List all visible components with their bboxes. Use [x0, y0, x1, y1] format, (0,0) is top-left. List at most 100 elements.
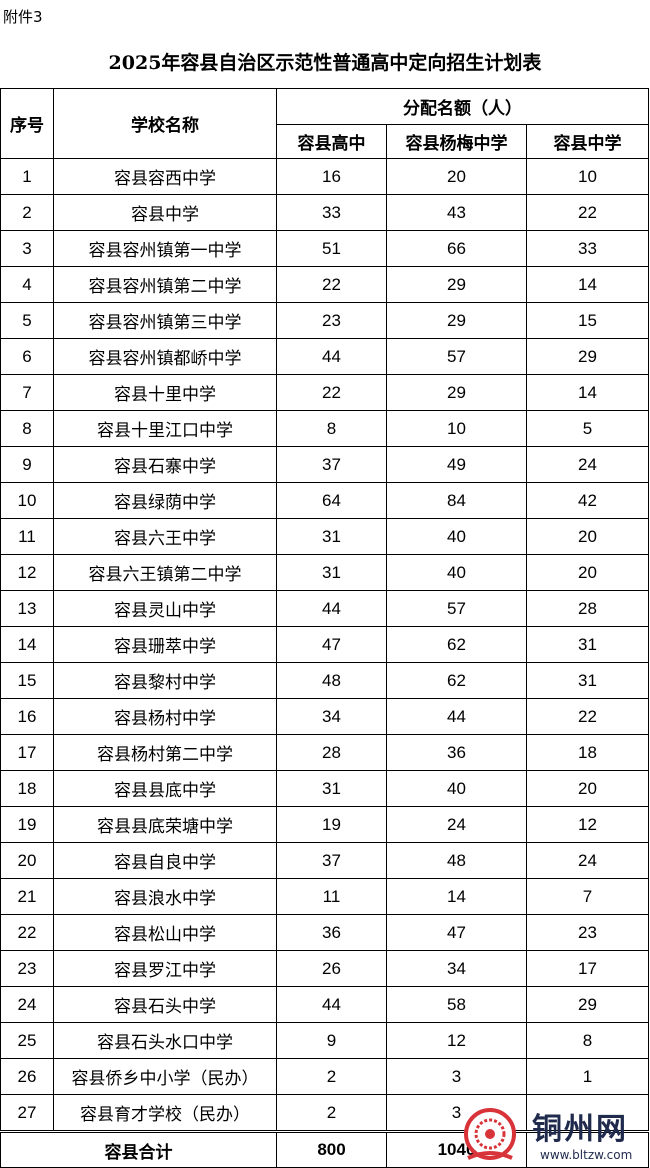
cell: 26 — [0, 1058, 54, 1095]
row: 25 容县石头水口中学 9 12 8 — [0, 1022, 649, 1059]
cell: 47 — [386, 914, 527, 951]
cell: 容县绿荫中学 — [53, 482, 277, 519]
cell: 14 — [526, 266, 649, 303]
row: 6 容县容州镇都峤中学 44 57 29 — [0, 338, 649, 375]
cell: 容县县底中学 — [53, 770, 277, 807]
row: 4 容县容州镇第二中学 22 29 14 — [0, 266, 649, 303]
cell: 34 — [386, 950, 527, 987]
cell: 容县石寨中学 — [53, 446, 277, 483]
cell: 66 — [386, 230, 527, 267]
cell: 24 — [386, 806, 527, 843]
cell: 10 — [526, 158, 649, 195]
cell: 26 — [276, 950, 387, 987]
cell: 8 — [0, 410, 54, 447]
cell: 22 — [0, 914, 54, 951]
cell: 25 — [0, 1022, 54, 1059]
cell: 47 — [276, 626, 387, 663]
cell: 44 — [276, 986, 387, 1023]
cell: 29 — [526, 986, 649, 1023]
cell: 容县灵山中学 — [53, 590, 277, 627]
cell: 28 — [276, 734, 387, 771]
row: 19 容县县底荣塘中学 19 24 12 — [0, 806, 649, 843]
cell: 37 — [276, 842, 387, 879]
cell: 27 — [0, 1094, 54, 1132]
cell: 容县石头中学 — [53, 986, 277, 1023]
row: 10 容县绿荫中学 64 84 42 — [0, 482, 649, 519]
cell: 57 — [386, 590, 527, 627]
row: 15 容县黎村中学 48 62 31 — [0, 662, 649, 699]
cell: 48 — [386, 842, 527, 879]
cell: 9 — [0, 446, 54, 483]
cell: 11 — [276, 878, 387, 915]
cell: 10 — [386, 410, 527, 447]
cell: 40 — [386, 518, 527, 555]
cell: 容县石头水口中学 — [53, 1022, 277, 1059]
cell: 22 — [276, 266, 387, 303]
cell: 容县浪水中学 — [53, 878, 277, 915]
cell: 容县容州镇第三中学 — [53, 302, 277, 339]
cell: 29 — [386, 266, 527, 303]
cell: 23 — [276, 302, 387, 339]
cell: 14 — [0, 626, 54, 663]
cell: 40 — [386, 770, 527, 807]
cell: 8 — [526, 1022, 649, 1059]
cell: 19 — [0, 806, 54, 843]
header-cell: 容县杨梅中学 — [386, 124, 527, 159]
cell: 容县六王镇第二中学 — [53, 554, 277, 591]
cell: 84 — [386, 482, 527, 519]
row: 9 容县石寨中学 37 49 24 — [0, 446, 649, 483]
cell: 17 — [526, 950, 649, 987]
cell: 800 — [276, 1130, 387, 1168]
cell: 容县六王中学 — [53, 518, 277, 555]
cell: 20 — [386, 158, 527, 195]
cell: 62 — [386, 662, 527, 699]
row: 16 容县杨村中学 34 44 22 — [0, 698, 649, 735]
cell: 容县容州镇第二中学 — [53, 266, 277, 303]
row: 8 容县十里江口中学 8 10 5 — [0, 410, 649, 447]
attachment-label: 附件3 — [3, 8, 43, 26]
row: 24 容县石头中学 44 58 29 — [0, 986, 649, 1023]
cell: 15 — [526, 302, 649, 339]
row: 14 容县珊萃中学 47 62 31 — [0, 626, 649, 663]
header-cell: 学校名称 — [53, 88, 277, 159]
row: 7 容县十里中学 22 29 14 — [0, 374, 649, 411]
cell: 容县自良中学 — [53, 842, 277, 879]
cell: 容县容西中学 — [53, 158, 277, 195]
header-cell: 容县中学 — [526, 124, 649, 159]
cell: 34 — [276, 698, 387, 735]
cell: 48 — [276, 662, 387, 699]
cell: 24 — [0, 986, 54, 1023]
cell: 23 — [526, 914, 649, 951]
header-cell: 序号 — [0, 88, 54, 159]
cell: 44 — [386, 698, 527, 735]
cell: 1 — [0, 158, 54, 195]
cell — [526, 1130, 649, 1168]
title: 2025年容县自治区示范性普通高中定向招生计划表 — [108, 52, 542, 74]
cell: 22 — [526, 194, 649, 231]
cell: 44 — [276, 590, 387, 627]
cell: 13 — [0, 590, 54, 627]
cell: 62 — [386, 626, 527, 663]
cell: 33 — [276, 194, 387, 231]
cell: 容县罗江中学 — [53, 950, 277, 987]
cell: 44 — [276, 338, 387, 375]
cell: 容县侨乡中小学（民办） — [53, 1058, 277, 1095]
cell: 容县十里中学 — [53, 374, 277, 411]
row: 2 容县中学 33 43 22 — [0, 194, 649, 231]
cell: 17 — [0, 734, 54, 771]
cell: 51 — [276, 230, 387, 267]
cell: 43 — [386, 194, 527, 231]
row: 1 容县容西中学 16 20 10 — [0, 158, 649, 195]
cell: 容县十里江口中学 — [53, 410, 277, 447]
cell: 24 — [526, 842, 649, 879]
cell: 49 — [386, 446, 527, 483]
watermark-name: 铜州网 — [532, 1112, 628, 1147]
watermark-url: www.bltzw.com — [540, 1148, 633, 1162]
cell: 18 — [0, 770, 54, 807]
header-cell: 容县高中 — [276, 124, 387, 159]
cell: 31 — [526, 662, 649, 699]
plan-table: 序号 学校名称 分配名额（人） 容县高中 容县杨梅中学 容县中学 1 容县容西中学 16 20… — [0, 88, 649, 1168]
header-cell: 分配名额（人） — [276, 88, 649, 125]
cell: 64 — [276, 482, 387, 519]
cell: 36 — [386, 734, 527, 771]
